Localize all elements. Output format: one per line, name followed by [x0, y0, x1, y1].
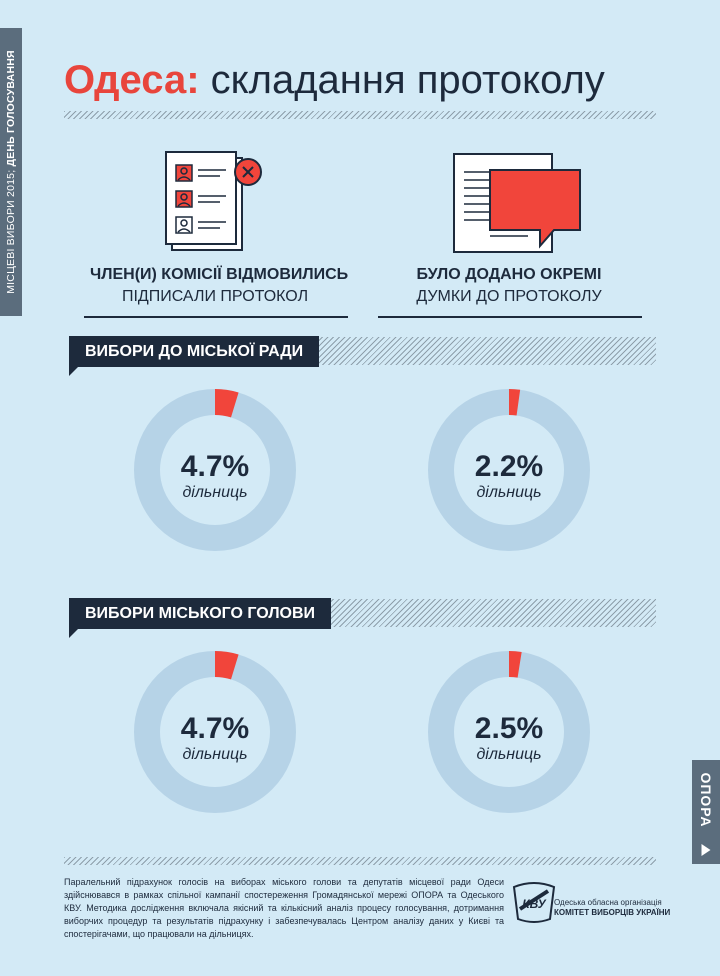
donut-chart-council-opinions	[428, 389, 590, 551]
feature-line-1: БУЛО ДОДАНО ОКРЕМІ	[416, 266, 602, 283]
donut-value: 4.7%	[180, 712, 250, 745]
title-city: Одеса:	[64, 58, 200, 102]
side-tab-election: МІСЦЕВІ ВИБОРИ 2015	[5, 172, 17, 294]
kvu-organization: Одеська обласна організація КОМІТЕТ ВИБО…	[554, 898, 670, 918]
refused-signature-document-icon	[165, 151, 262, 251]
donut-chart-mayor-opinions	[428, 651, 590, 813]
methodology-footnote: Паралельний підрахунок голосів на вибора…	[64, 877, 504, 939]
play-arrow-icon	[701, 844, 711, 856]
donut-value: 4.7%	[180, 450, 250, 483]
section-title-mayor: ВИБОРИ МІСЬКОГО ГОЛОВИ	[69, 598, 332, 629]
kvu-logo-icon: КВУ	[512, 882, 556, 923]
donut-value: 2.5%	[474, 712, 544, 745]
donut-value: 2.2%	[474, 450, 544, 483]
donut-slice	[215, 651, 239, 680]
footer-divider	[64, 857, 656, 865]
title-topic: складання протоколу	[210, 58, 605, 102]
donut-slice	[215, 389, 239, 418]
feature-underline	[378, 316, 642, 318]
donut-chart-mayor-refused	[134, 651, 296, 813]
kvu-logo-text: КВУ	[522, 897, 546, 911]
section-tail	[69, 367, 78, 376]
side-tab-text: МІСЦЕВІ ВИБОРИ 2015; ДЕНЬ ГОЛОСУВАННЯ	[5, 50, 17, 294]
feature-line-1: ЧЛЕН(И) КОМІСІЇ ВІДМОВИЛИСЬ	[90, 266, 349, 283]
donut-unit: дільниць	[476, 746, 542, 763]
section-hatch	[316, 337, 656, 365]
donut-chart-council-refused	[134, 389, 296, 551]
kvu-line-2: КОМІТЕТ ВИБОРЦІВ УКРАЇНИ	[554, 908, 671, 917]
opora-tab: ОПОРА	[692, 760, 720, 864]
feature-underline	[84, 316, 348, 318]
side-tab-day: ДЕНЬ ГОЛОСУВАННЯ	[5, 50, 17, 167]
feature-line-2: ПІДПИСАЛИ ПРОТОКОЛ	[121, 288, 309, 305]
donut-unit: дільниць	[182, 484, 248, 501]
donut-unit: дільниць	[182, 746, 248, 763]
donut-slice	[509, 389, 521, 416]
title-divider	[64, 111, 656, 119]
donut-unit: дільниць	[476, 484, 542, 501]
opora-logo-text: ОПОРА	[698, 772, 714, 828]
page-title: Одеса: складання протоколу	[64, 58, 605, 103]
donut-slice	[509, 651, 522, 678]
kvu-line-1: Одеська обласна організація	[554, 898, 662, 907]
section-tail	[69, 629, 78, 638]
feature-line-2: ДУМКИ ДО ПРОТОКОЛУ	[416, 288, 602, 305]
section-hatch	[316, 599, 656, 627]
section-title-city-council: ВИБОРИ ДО МІСЬКОЇ РАДИ	[69, 336, 320, 367]
side-tab: МІСЦЕВІ ВИБОРИ 2015; ДЕНЬ ГОЛОСУВАННЯ	[0, 28, 22, 316]
opinion-bubble-document-icon	[453, 153, 581, 253]
